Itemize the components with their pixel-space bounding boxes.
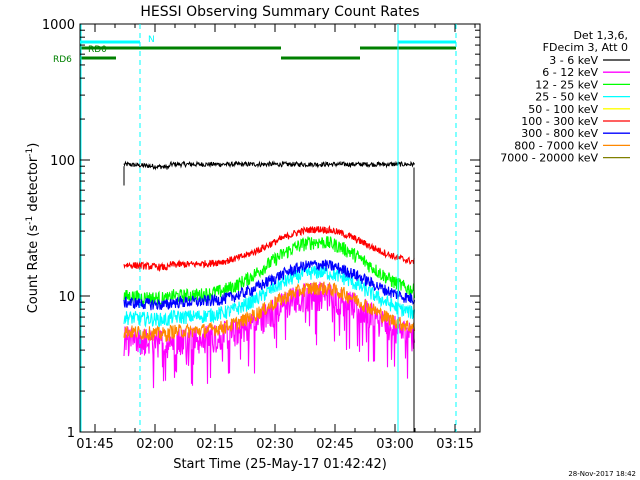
plot-frame bbox=[79, 23, 481, 433]
plot-area bbox=[79, 23, 481, 433]
legend-entry-label: 3 - 6 keV bbox=[549, 54, 598, 67]
y-axis-label: Count Rate (s-1 detector-1) bbox=[25, 143, 41, 314]
y-axis-label-end: ) bbox=[26, 143, 41, 148]
y-axis: 1 10 100 1000 bbox=[42, 18, 480, 441]
y-axis-label-sup1: -1 bbox=[25, 216, 35, 225]
legend-entry-label: 6 - 12 keV bbox=[542, 66, 598, 79]
y-tick-label: 1000 bbox=[42, 18, 75, 33]
y-axis-label-mid: detector bbox=[26, 156, 41, 216]
legend-entry-label: 12 - 25 keV bbox=[535, 78, 598, 91]
legend-entry-label: 100 - 300 keV bbox=[521, 115, 598, 128]
series-line bbox=[123, 160, 415, 171]
marker-lines bbox=[80, 24, 457, 432]
legend-entry-label: 50 - 100 keV bbox=[528, 103, 598, 116]
series-line bbox=[123, 224, 415, 272]
legend-entry-label: 25 - 50 keV bbox=[535, 91, 598, 104]
series-line bbox=[123, 265, 416, 329]
x-tick-label: 02:15 bbox=[196, 437, 233, 452]
chart-title: HESSI Observing Summary Count Rates bbox=[140, 4, 419, 20]
flag-label: RD0 bbox=[88, 45, 107, 55]
x-tick-label: 03:00 bbox=[376, 437, 413, 452]
legend-entry-label: 300 - 800 keV bbox=[521, 127, 598, 140]
series-line bbox=[123, 236, 416, 307]
y-tick-label: 1 bbox=[67, 426, 75, 441]
series-layer bbox=[123, 160, 416, 432]
x-tick-label: 03:15 bbox=[436, 437, 473, 452]
y-tick-label: 10 bbox=[58, 290, 75, 305]
y-axis-label-main: Count Rate (s bbox=[26, 225, 41, 314]
series-line bbox=[123, 259, 416, 311]
x-tick-label: 02:30 bbox=[256, 437, 293, 452]
x-tick-label: 02:45 bbox=[316, 437, 353, 452]
legend-entry-label: 800 - 7000 keV bbox=[514, 139, 598, 152]
x-axis-label: Start Time (25-May-17 01:42:42) bbox=[173, 457, 387, 472]
x-tick-label: 01:45 bbox=[76, 437, 113, 452]
y-tick-label: 100 bbox=[50, 154, 75, 169]
timestamp: 28-Nov-2017 18:42 bbox=[568, 470, 636, 478]
flag-label: RD6 bbox=[53, 55, 72, 65]
legend-header-2: FDecim 3, Att 0 bbox=[543, 41, 628, 54]
y-axis-label-sup2: -1 bbox=[25, 148, 35, 157]
x-axis: 01:45 02:00 02:15 02:30 02:45 03:00 03:15 bbox=[76, 24, 476, 452]
flag-label: N bbox=[148, 35, 155, 45]
flag-bars: N RD0 RD6 bbox=[53, 35, 456, 65]
x-tick-label: 02:00 bbox=[136, 437, 173, 452]
legend-header-1: Det 1,3,6, bbox=[573, 29, 628, 42]
series-line bbox=[123, 281, 416, 342]
legend-entry-label: 7000 - 20000 keV bbox=[500, 152, 598, 165]
